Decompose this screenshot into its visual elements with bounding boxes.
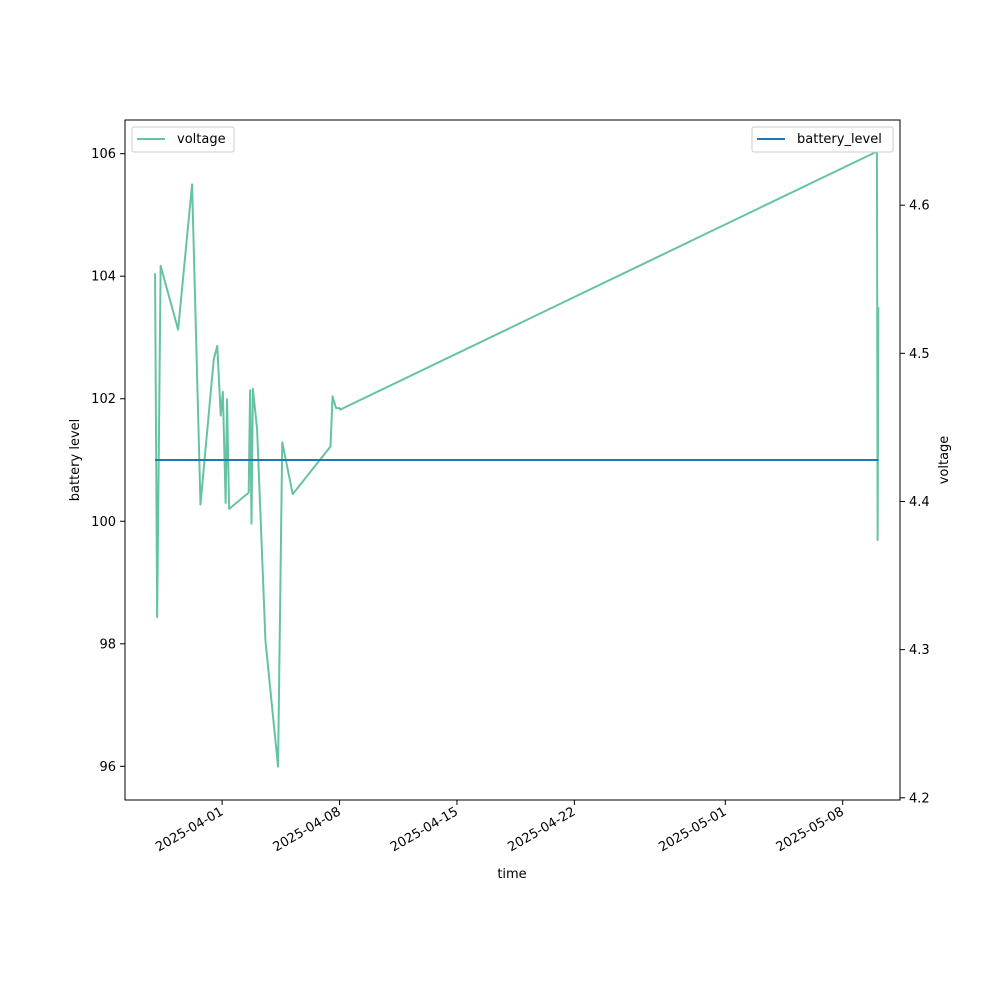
y-left-tick-label: 100 [91,515,116,530]
y-right-tick-label: 4.4 [909,495,930,510]
legend-voltage-label: voltage [177,132,226,147]
y-right-tick-label: 4.3 [909,643,930,658]
y-left-tick-label: 102 [91,392,116,407]
y-right-tick-label: 4.2 [909,791,930,806]
y-axis-right-label: voltage [937,436,952,485]
y-left-tick-label: 104 [91,270,116,285]
y-left-tick-label: 106 [91,147,116,162]
y-right-tick-label: 4.6 [909,199,930,214]
legend-battery-level: battery_level [751,126,894,153]
x-axis-label: time [497,867,526,882]
plot-frame [124,119,901,801]
y-left-tick-label: 98 [99,637,116,652]
y-axis-left: 96 98 100 102 104 106 [91,147,125,775]
legend-battery-level-box [751,126,894,153]
legend-battery-level-label: battery_level [797,132,882,147]
legend-voltage-box [131,126,235,153]
series-voltage-line [154,150,880,768]
plot-lines [154,150,880,768]
y-axis-left-label: battery level [68,419,83,502]
legend-voltage: voltage [131,126,235,153]
y-right-tick-label: 4.5 [909,347,930,362]
y-left-tick-label: 96 [99,760,116,775]
y-axis-right: 4.2 4.3 4.4 4.5 4.6 [900,199,930,806]
